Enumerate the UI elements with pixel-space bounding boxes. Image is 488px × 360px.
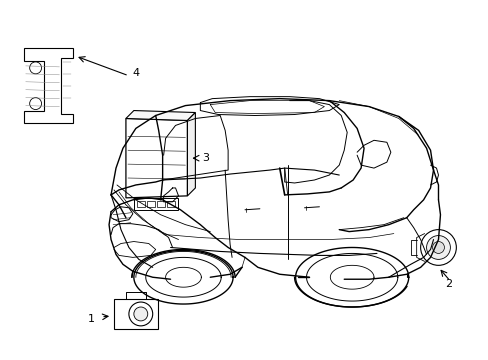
Circle shape xyxy=(426,235,449,260)
Circle shape xyxy=(129,302,152,326)
FancyBboxPatch shape xyxy=(166,201,174,207)
FancyBboxPatch shape xyxy=(114,299,157,329)
Circle shape xyxy=(432,242,444,253)
FancyBboxPatch shape xyxy=(156,201,164,207)
Polygon shape xyxy=(126,118,187,198)
Text: 1: 1 xyxy=(87,314,95,324)
Circle shape xyxy=(30,62,41,74)
FancyBboxPatch shape xyxy=(146,201,154,207)
FancyBboxPatch shape xyxy=(134,198,177,210)
Polygon shape xyxy=(126,111,195,121)
Text: 3: 3 xyxy=(202,153,208,163)
Circle shape xyxy=(134,307,147,321)
Text: 4: 4 xyxy=(132,68,139,78)
FancyBboxPatch shape xyxy=(137,201,144,207)
Polygon shape xyxy=(187,113,195,196)
Polygon shape xyxy=(24,48,73,123)
Circle shape xyxy=(30,98,41,109)
Circle shape xyxy=(420,230,455,265)
Text: 2: 2 xyxy=(444,279,451,289)
